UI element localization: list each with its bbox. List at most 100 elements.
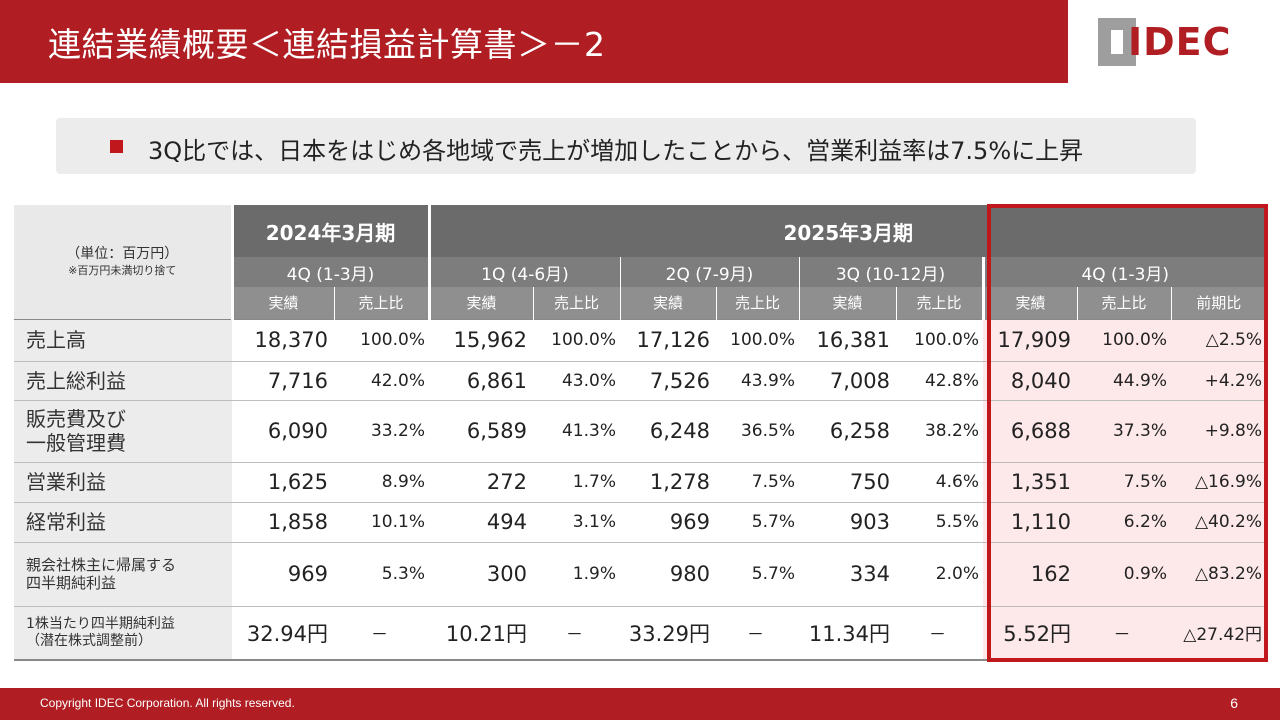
- col-yoy-header: 前期比: [1170, 287, 1267, 319]
- row-label-line: 四半期純利益: [26, 574, 117, 592]
- actual-cell: 7,008: [799, 361, 896, 401]
- table-row: 売上総利益 7,716 42.0% 6,861 43.0% 7,526 43.9% 7,008…: [14, 361, 1267, 401]
- actual-cell: 6,688: [983, 400, 1077, 463]
- header-bar: 連結業績概要＜連結損益計算書＞－2: [0, 0, 1068, 83]
- actual-cell: 1,278: [620, 462, 716, 503]
- ratio-cell: 5.5%: [896, 502, 983, 543]
- row-label-line: 1株当たり四半期純利益: [26, 615, 175, 632]
- ratio-cell: 38.2%: [896, 400, 983, 463]
- ratio-cell: 100.0%: [716, 318, 799, 362]
- col-ratio-header: 売上比: [333, 287, 429, 319]
- actual-cell: 1,625: [232, 462, 334, 503]
- page-title: 連結業績概要＜連結損益計算書＞－2: [48, 25, 606, 64]
- row-label: 販売費及び 一般管理費: [14, 400, 232, 463]
- ratio-cell: －: [1077, 606, 1171, 661]
- logo-text: IDEC: [1128, 20, 1232, 64]
- ratio-cell: 10.1%: [334, 502, 429, 543]
- yoy-cell: △16.9%: [1171, 462, 1267, 503]
- ratio-cell: 4.6%: [896, 462, 983, 503]
- actual-cell: 11.34円: [799, 606, 896, 661]
- row-label-line: （潜在株式調整前）: [26, 632, 152, 649]
- actual-cell: 494: [429, 502, 533, 543]
- actual-cell: 1,351: [983, 462, 1077, 503]
- actual-cell: 16,381: [799, 318, 896, 362]
- col-ratio-header: 売上比: [1076, 287, 1171, 319]
- ratio-cell: 0.9%: [1077, 542, 1171, 607]
- actual-cell: 17,126: [620, 318, 716, 362]
- quarter-header: 1Q (4-6月): [427, 257, 620, 287]
- idec-logo: IDEC: [1098, 18, 1248, 66]
- yoy-cell: △2.5%: [1171, 318, 1267, 362]
- summary-box: 3Q比では、日本をはじめ各地域で売上が増加したことから、営業利益率は7.5%に上…: [56, 118, 1196, 174]
- actual-cell: 903: [799, 502, 896, 543]
- ratio-cell: －: [334, 606, 429, 661]
- ratio-cell: 5.7%: [716, 542, 799, 607]
- row-label: 売上高: [14, 318, 232, 362]
- ratio-cell: 37.3%: [1077, 400, 1171, 463]
- ratio-cell: 100.0%: [533, 318, 620, 362]
- actual-cell: 969: [620, 502, 716, 543]
- actual-cell: 334: [799, 542, 896, 607]
- col-ratio-header: 売上比: [895, 287, 983, 319]
- actual-cell: 969: [232, 542, 334, 607]
- actual-cell: 272: [429, 462, 533, 503]
- actual-cell: 1,110: [983, 502, 1077, 543]
- ratio-cell: 43.9%: [716, 361, 799, 401]
- quarter-header: 4Q (1-3月): [230, 257, 429, 287]
- yoy-cell: +9.8%: [1171, 400, 1267, 463]
- row-label: 経常利益: [14, 502, 232, 543]
- actual-cell: 6,248: [620, 400, 716, 463]
- col-actual-header: 実績: [981, 287, 1077, 319]
- copyright-text: Copyright IDEC Corporation. All rights r…: [40, 696, 295, 710]
- ratio-cell: 6.2%: [1077, 502, 1171, 543]
- actual-cell: 15,962: [429, 318, 533, 362]
- actual-cell: 162: [983, 542, 1077, 607]
- row-label-line: 親会社株主に帰属する: [26, 556, 177, 574]
- ratio-cell: 100.0%: [1077, 318, 1171, 362]
- fy2025-header: 2025年3月期: [427, 205, 1267, 257]
- row-label: 営業利益: [14, 462, 232, 503]
- ratio-cell: 42.8%: [896, 361, 983, 401]
- actual-cell: 7,716: [232, 361, 334, 401]
- square-bullet-icon: [110, 140, 123, 153]
- actual-cell: 17,909: [983, 318, 1077, 362]
- actual-cell: 32.94円: [232, 606, 334, 661]
- ratio-cell: 1.7%: [533, 462, 620, 503]
- table-row: 1株当たり四半期純利益 （潜在株式調整前） 32.94円－ 10.21円－ 33.29円…: [14, 606, 1267, 661]
- ratio-cell: 33.2%: [334, 400, 429, 463]
- ratio-cell: 5.7%: [716, 502, 799, 543]
- ratio-cell: 1.9%: [533, 542, 620, 607]
- row-label-line: 一般管理費: [26, 431, 126, 455]
- actual-cell: 980: [620, 542, 716, 607]
- summary-text: 3Q比では、日本をはじめ各地域で売上が増加したことから、営業利益率は7.5%に上…: [148, 137, 1084, 165]
- actual-cell: 6,589: [429, 400, 533, 463]
- actual-cell: 18,370: [232, 318, 334, 362]
- col-actual-header: 実績: [798, 287, 896, 319]
- unit-note: ※百万円未満切り捨て: [68, 263, 177, 277]
- yoy-cell: △40.2%: [1171, 502, 1267, 543]
- table-row: 親会社株主に帰属する 四半期純利益 969 5.3% 300 1.9% 980 5.7% 334…: [14, 542, 1267, 607]
- actual-cell: 6,090: [232, 400, 334, 463]
- col-ratio-header: 売上比: [532, 287, 620, 319]
- yoy-cell: △27.42円: [1171, 606, 1267, 661]
- ratio-cell: 8.9%: [334, 462, 429, 503]
- actual-cell: 10.21円: [429, 606, 533, 661]
- ratio-cell: 5.3%: [334, 542, 429, 607]
- ratio-cell: 3.1%: [533, 502, 620, 543]
- ratio-cell: －: [896, 606, 983, 661]
- ratio-cell: 41.3%: [533, 400, 620, 463]
- row-label: 親会社株主に帰属する 四半期純利益: [14, 542, 232, 607]
- row-label: 1株当たり四半期純利益 （潜在株式調整前）: [14, 606, 232, 661]
- actual-cell: 33.29円: [620, 606, 716, 661]
- actual-cell: 5.52円: [983, 606, 1077, 661]
- page-number: 6: [1230, 695, 1238, 711]
- ratio-cell: 7.5%: [716, 462, 799, 503]
- footer-bar: Copyright IDEC Corporation. All rights r…: [0, 688, 1280, 720]
- quarter-header: 3Q (10-12月): [798, 257, 983, 287]
- logo-mark-icon: [1098, 18, 1136, 66]
- table-row: 売上高 18,370 100.0% 15,962 100.0% 17,126 100.0% 1…: [14, 318, 1267, 362]
- yoy-cell: +4.2%: [1171, 361, 1267, 401]
- ratio-cell: 7.5%: [1077, 462, 1171, 503]
- ratio-cell: －: [716, 606, 799, 661]
- ratio-cell: 42.0%: [334, 361, 429, 401]
